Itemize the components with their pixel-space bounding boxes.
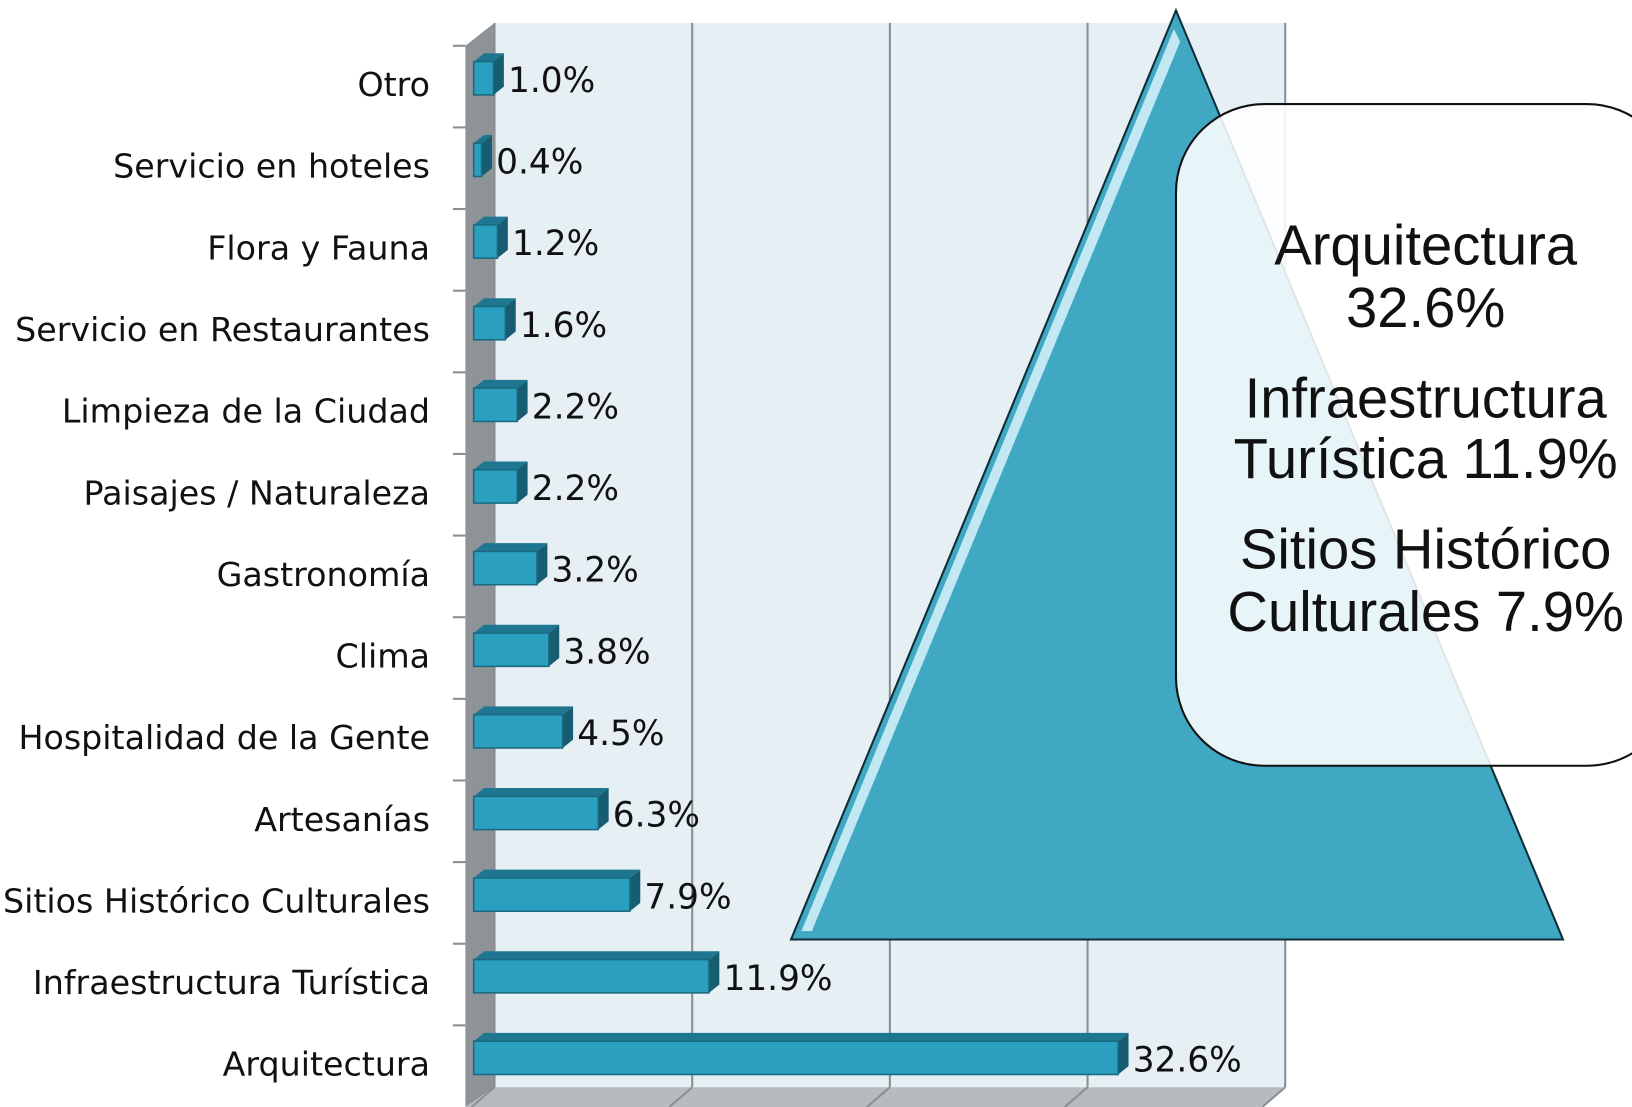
callout-text: Sitios Histórico [1240,517,1611,580]
category-label: Artesanías [254,800,430,839]
value-label: 7.9% [644,877,731,917]
category-label: Hospitalidad de la Gente [18,718,430,757]
bar-front [474,143,482,176]
value-label: 3.8% [563,632,650,672]
bar [474,53,504,95]
bar-top [474,788,609,796]
value-label: 4.5% [577,714,664,754]
value-label: 0.4% [496,143,583,183]
chart: Otro 1.0% Servicio en hoteles 0.4% Flora y F… [0,0,1632,1107]
category-label: Arquitectura [223,1045,430,1084]
value-label: 6.3% [613,796,700,836]
value-label: 2.2% [532,469,619,509]
bar-front [474,307,506,340]
value-label: 11.9% [724,959,833,999]
floor [465,1087,1285,1107]
bar [474,870,641,912]
category-label: Servicio en hoteles [113,147,430,186]
category-label: Paisajes / Naturaleza [84,473,430,512]
bar-front [474,470,517,503]
value-label: 1.2% [512,224,599,264]
value-label: 32.6% [1133,1041,1242,1081]
bar-front [474,960,709,993]
category-label: Gastronomía [217,555,430,594]
bar [474,217,508,259]
bar [474,1033,1129,1075]
bar-top [474,1033,1129,1041]
category-label: Otro [357,65,430,104]
callout-text: Infraestructura [1245,366,1608,429]
category-label: Limpieza de la Ciudad [62,392,430,431]
bar-front [474,1041,1118,1074]
bar-top [474,543,548,551]
callout-text: Culturales 7.9% [1227,580,1624,643]
bar-front [474,62,494,95]
bar-front [474,878,630,911]
bar [474,788,609,830]
bar [474,298,516,340]
bar-front [474,796,599,829]
page: Otro 1.0% Servicio en hoteles 0.4% Flora y F… [0,0,1632,1107]
bar-front [474,633,549,666]
bar-top [474,870,641,878]
bar-top [474,706,573,714]
bar-front [474,225,498,258]
category-label: Infraestructura Turística [33,963,430,1002]
bar [474,380,528,422]
bar-front [474,551,537,584]
category-label: Flora y Fauna [207,228,430,267]
bar-top [474,951,720,959]
callout-text: Turística 11.9% [1234,427,1618,490]
bar [474,951,720,993]
bar [474,135,492,177]
bar-front [474,388,517,421]
value-label: 1.0% [508,61,595,101]
bar [474,543,548,585]
bar [474,461,528,503]
bar-top [474,625,560,633]
bar [474,625,560,667]
value-label: 1.6% [520,306,607,346]
value-label: 3.2% [552,551,639,591]
category-label: Clima [335,637,430,676]
value-label: 2.2% [532,387,619,427]
callout-text: 32.6% [1346,276,1505,339]
category-label: Sitios Histórico Culturales [3,881,430,920]
bar-front [474,715,563,748]
callout-text: Arquitectura [1274,214,1578,277]
category-label: Servicio en Restaurantes [15,310,430,349]
bar [474,706,573,748]
